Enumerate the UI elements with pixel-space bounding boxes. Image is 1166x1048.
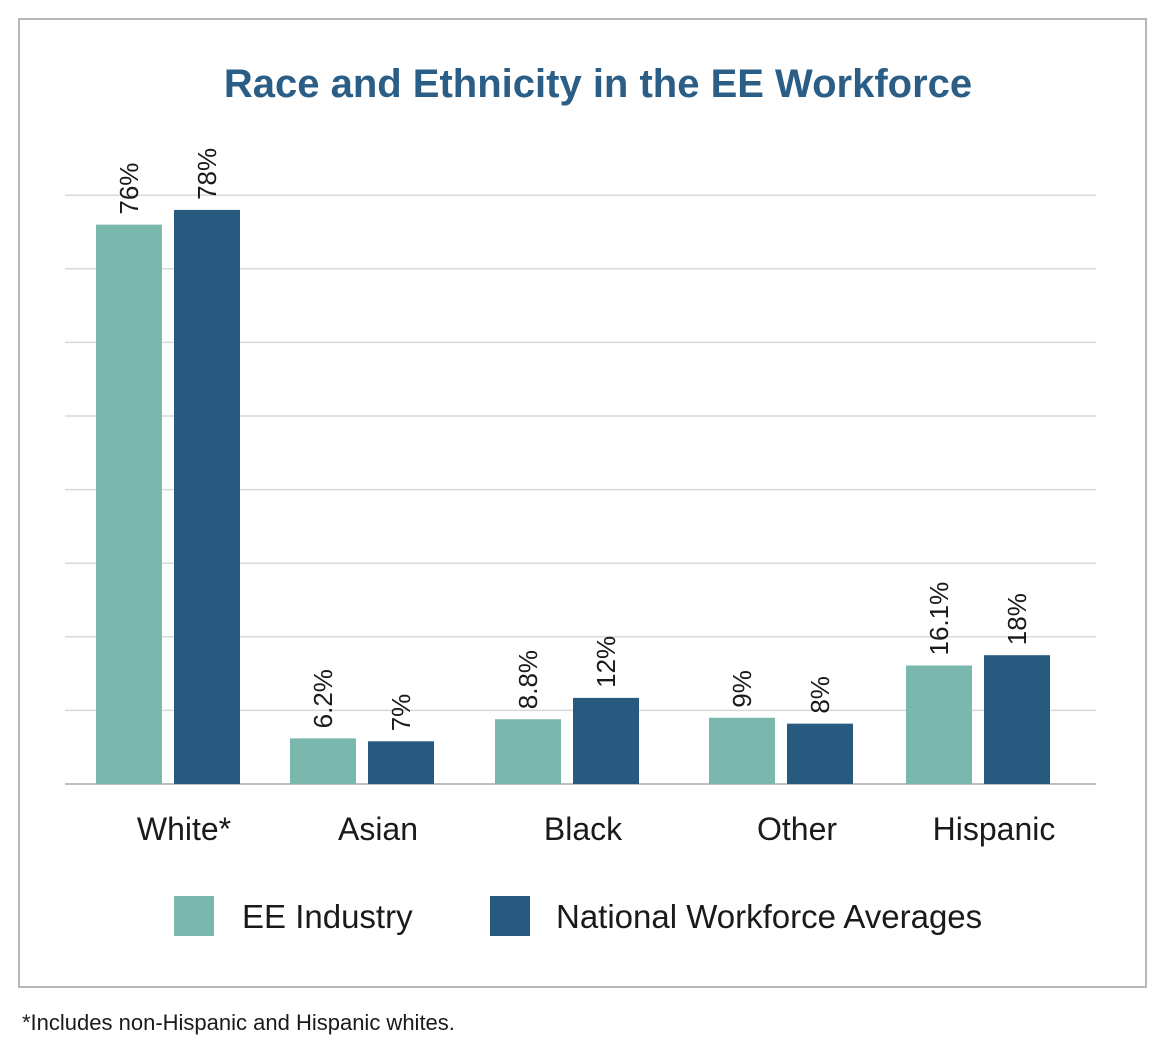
category-label: Asian: [338, 811, 418, 847]
bar-national-average: [368, 741, 434, 784]
bar-national-average: [174, 209, 240, 785]
data-label: 6.2%: [308, 669, 338, 728]
data-label: 16.1%: [924, 582, 954, 656]
data-label: 8.8%: [513, 650, 543, 709]
data-label: 8%: [805, 676, 835, 714]
bars: [96, 209, 1050, 785]
legend-label: National Workforce Averages: [556, 898, 982, 935]
bar-national-average: [573, 697, 639, 784]
footnote: *Includes non-Hispanic and Hispanic whit…: [22, 1010, 455, 1035]
bar-ee-industry: [96, 224, 162, 784]
data-label: 12%: [591, 636, 621, 688]
data-labels: 76% 78% 6.2% 7% 8.8% 12% 9% 8% 16.1% 18%: [114, 148, 1032, 731]
legend-swatch: [174, 896, 214, 936]
category-label: Hispanic: [933, 811, 1056, 847]
category-label: Black: [544, 811, 623, 847]
category-label: White*: [137, 811, 231, 847]
data-label: 78%: [192, 148, 222, 200]
category-labels: White* Asian Black Other Hispanic: [137, 811, 1055, 847]
category-label: Other: [757, 811, 837, 847]
data-label: 76%: [114, 163, 144, 215]
data-label: 7%: [386, 694, 416, 732]
bar-ee-industry: [495, 719, 561, 784]
bar-ee-industry: [290, 738, 356, 784]
legend: EE Industry National Workforce Averages: [174, 896, 982, 936]
bar-ee-industry: [709, 717, 775, 784]
bar-national-average: [984, 655, 1050, 784]
bar-ee-industry: [906, 665, 972, 784]
data-label: 18%: [1002, 593, 1032, 645]
data-label: 9%: [727, 670, 757, 708]
legend-swatch: [490, 896, 530, 936]
bar-national-average: [787, 723, 853, 784]
chart-title: Race and Ethnicity in the EE Workforce: [224, 62, 972, 106]
legend-label: EE Industry: [242, 898, 413, 935]
